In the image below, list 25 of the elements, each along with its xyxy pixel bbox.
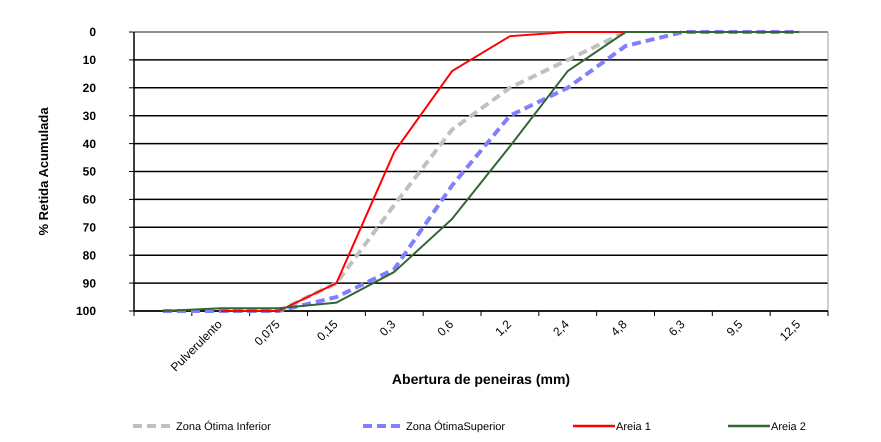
y-tick-label: 80: [82, 248, 96, 262]
x-tick-label: 9,5: [724, 316, 746, 339]
legend-label: Zona ÓtimaSuperior: [406, 420, 506, 433]
x-tick-label: 6,3: [666, 316, 688, 339]
x-tick-label: 1,2: [492, 316, 514, 339]
y-tick-label: 40: [82, 136, 96, 151]
y-axis-title: % Retida Acumulada: [36, 106, 51, 236]
y-tick-label: 90: [82, 276, 96, 290]
x-tick-label: 0,6: [434, 316, 456, 339]
x-tick-label: 0,3: [376, 316, 399, 339]
y-tick-label: 100: [76, 304, 96, 318]
y-tick-label: 20: [82, 81, 96, 95]
legend-label: Areia 2: [771, 421, 806, 433]
x-tick-label: 0,15: [314, 316, 341, 344]
y-tick-label: 30: [82, 108, 96, 123]
legend-label: Areia 1: [616, 421, 651, 433]
x-axis-title: Abertura de peneiras (mm): [392, 371, 570, 387]
x-tick-label: 4,8: [608, 316, 630, 339]
y-tick-label: 50: [82, 164, 96, 179]
y-tick-label: 0: [89, 25, 96, 40]
y-tick-label: 60: [82, 192, 96, 207]
y-tick-label: 10: [82, 53, 96, 68]
legend-label: Zona Ótima Inferior: [176, 420, 272, 433]
y-tick-label: 70: [82, 220, 96, 234]
x-tick-label: 2,4: [550, 316, 572, 339]
